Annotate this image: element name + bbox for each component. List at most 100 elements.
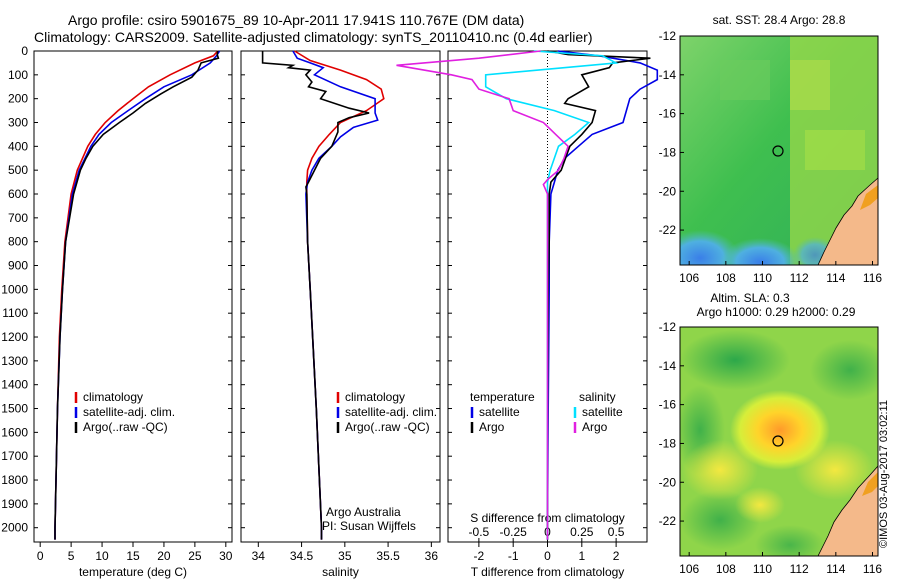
legend-label: satellite (582, 405, 623, 419)
series-line-argo (54, 50, 220, 540)
sla-map-axes: 106 108 110 112 114 116 -12 -14 -16 -18 -20 -22 Alti… (659, 291, 883, 576)
sla-map (679, 326, 879, 557)
x-tick-label: 106 (679, 271, 699, 285)
difference-panel: -2 -1 0 1 2-0.5 -0.25 0 0.25 0.5S difference fro… (396, 50, 659, 579)
y-tick-label: 2000 (1, 521, 28, 535)
x-tick-label: 106 (679, 562, 699, 576)
y-tick-label: -22 (659, 514, 677, 528)
y-tick-label: -14 (659, 359, 677, 373)
x-tick-label: 30 (219, 549, 233, 563)
plot-frame (240, 50, 441, 543)
x-tick-label: 1 (578, 549, 585, 563)
y-tick-label: 1400 (1, 378, 28, 392)
y-tick-label: 700 (8, 211, 28, 225)
x-tick-label: 116 (863, 562, 882, 576)
y-tick-label: -18 (659, 145, 677, 159)
x-tick-label: 112 (790, 562, 809, 576)
x-tick-label: -2 (474, 549, 485, 563)
y-tick-label: 0 (21, 44, 28, 58)
legend-label: satellite-adj. clim. (345, 405, 437, 419)
y-tick-label: 1100 (2, 306, 28, 320)
x-tick-label: 10 (95, 549, 109, 563)
legend-label: satellite (479, 405, 520, 419)
y-tick-label: -18 (659, 436, 677, 450)
y-tick-label: 800 (8, 235, 28, 249)
x-tick-label-s: 0.25 (570, 525, 594, 539)
chart-title-line2: Climatology: CARS2009. Satellite-adjuste… (34, 29, 593, 45)
series-line-argo (261, 51, 370, 540)
chart-title-line1: Argo profile: csiro 5901675_89 10-Apr-20… (68, 12, 525, 28)
map-subtitle: Argo h1000: 0.29 h2000: 0.29 (697, 305, 856, 319)
legend-label: Argo (582, 420, 608, 434)
x-tick-label: 35 (338, 549, 352, 563)
x-axis-label: T difference from climatology (471, 565, 625, 579)
x-axis-label: temperature (deg C) (79, 565, 187, 579)
x-tick-label-s: 0.5 (608, 525, 625, 539)
x-tick-label: 108 (716, 562, 736, 576)
y-tick-label: -22 (659, 223, 677, 237)
x-tick-label: 112 (790, 271, 809, 285)
float-marker (772, 145, 784, 157)
legend-heading: temperature (470, 390, 535, 404)
x-tick-label: 5 (68, 549, 75, 563)
y-tick-label: 1200 (1, 330, 28, 344)
plot-frame (33, 50, 233, 543)
annotation-text: PI: Susan Wijffels (322, 519, 416, 533)
y-tick-label: 1300 (1, 354, 28, 368)
series-line-salinity-argo (396, 50, 570, 540)
x-tick-label: 114 (826, 562, 845, 576)
x-tick-label: 35.5 (376, 549, 400, 563)
sst-map (679, 35, 879, 266)
temperature-panel: 0100200300400500600700800900100011001200… (1, 44, 233, 579)
legend-heading: salinity (579, 390, 616, 404)
map-title: sat. SST: 28.4 Argo: 28.8 (713, 13, 846, 27)
y-tick-label: 300 (8, 116, 28, 130)
y-tick-label: 400 (8, 139, 28, 153)
y-tick-label: 1800 (1, 473, 28, 487)
x-tick-label: 15 (126, 549, 140, 563)
y-tick-label: -20 (659, 184, 677, 198)
y-tick-label: 1900 (1, 497, 28, 511)
legend-label: climatology (83, 390, 143, 404)
x-tick-label: 34.5 (290, 549, 314, 563)
y-tick-label: 100 (8, 68, 28, 82)
x-tick-label: 0 (544, 549, 551, 563)
y-tick-label: 600 (8, 187, 28, 201)
y-tick-label: 500 (8, 163, 28, 177)
y-tick-label: -14 (659, 68, 677, 82)
y-tick-label: -12 (659, 320, 677, 334)
x-tick-label: 2 (613, 549, 620, 563)
legend-label: Argo (479, 420, 505, 434)
sst-map-axes: 106 108 110 112 114 116 -12 -14 -16 -18 -20 -22 sat.… (659, 13, 883, 285)
series-line-temperature-satellite (546, 50, 659, 540)
x-tick-label: 110 (753, 271, 772, 285)
legend-label: satellite-adj. clim. (83, 405, 175, 419)
y-tick-label: 900 (8, 259, 28, 273)
x-tick-label-s: -0.25 (500, 525, 528, 539)
x-tick-label: 116 (863, 271, 882, 285)
legend-label: climatology (345, 390, 405, 404)
legend-label: Argo(..raw -QC) (345, 420, 430, 434)
credit-text: ©IMOS 03-Aug-2017 03:02:11 (878, 400, 890, 548)
y-tick-label: -12 (659, 29, 677, 43)
map-title: Altim. SLA: 0.3 (710, 291, 790, 305)
y-tick-label: 1600 (1, 425, 28, 439)
x-tick-label: 108 (716, 271, 736, 285)
x-tick-label: 114 (826, 271, 845, 285)
x-tick-label: 20 (157, 549, 171, 563)
legend-label: Argo(..raw -QC) (83, 420, 168, 434)
x-tick-label: 36 (425, 549, 439, 563)
x-tick-label: 25 (188, 549, 202, 563)
y-tick-label: -16 (659, 107, 677, 121)
x-tick-label: -1 (508, 549, 519, 563)
y-tick-label: -16 (659, 398, 677, 412)
x-tick-label: 0 (37, 549, 44, 563)
annotation-text: Argo Australia (326, 505, 401, 519)
y-tick-label: -20 (659, 475, 677, 489)
float-marker (772, 435, 784, 447)
salinity-panel: 34 34.5 35 35.5 36 climatologysatellite-adj. … (240, 50, 441, 579)
x-tick-label: 110 (753, 562, 772, 576)
x-tick-label: 34 (252, 549, 266, 563)
series-line-temperature-argo (546, 50, 651, 540)
